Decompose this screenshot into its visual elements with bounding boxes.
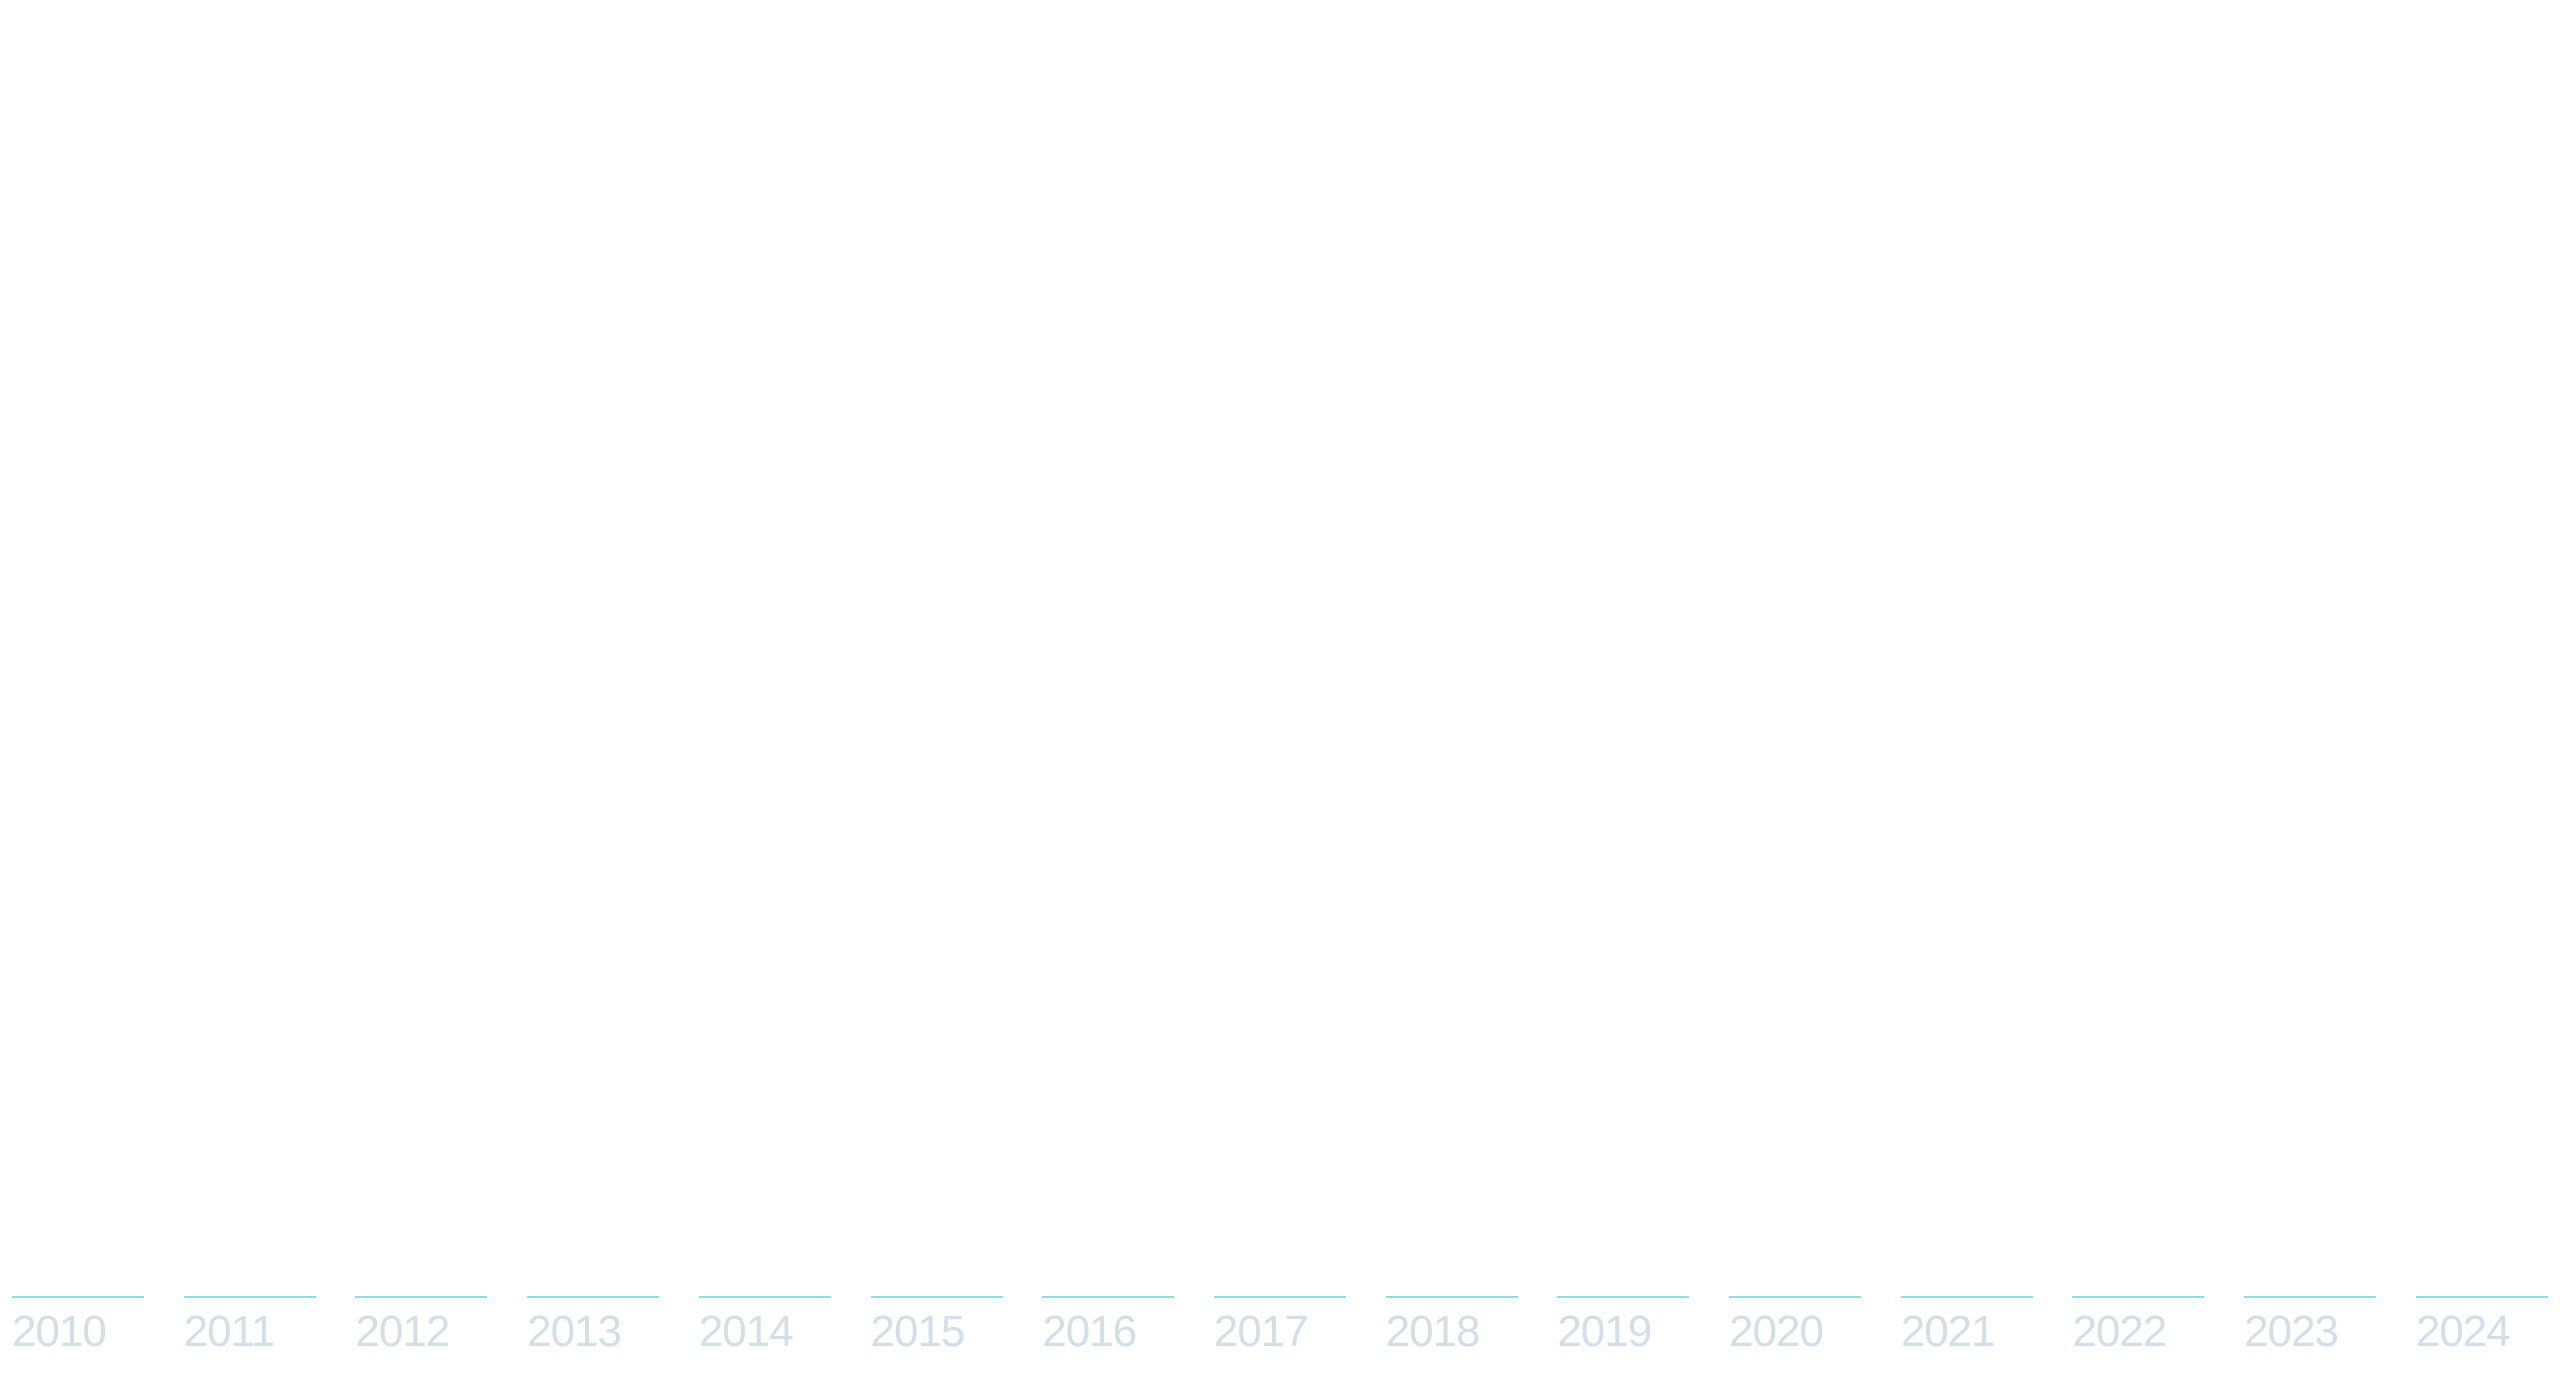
- year-item-2013[interactable]: 2013: [527, 1296, 660, 1356]
- year-label: 2024: [2415, 1307, 2511, 1356]
- year-line: [1900, 1296, 2033, 1298]
- year-label: 2017: [1213, 1307, 1309, 1356]
- year-label: 2022: [2072, 1307, 2167, 1356]
- year-item-2023[interactable]: 2023: [2244, 1296, 2377, 1356]
- year-line: [1557, 1296, 1690, 1298]
- year-label: 2014: [698, 1307, 794, 1356]
- year-item-2018[interactable]: 2018: [1385, 1296, 1518, 1356]
- year-item-2021[interactable]: 2021: [1900, 1296, 2033, 1356]
- year-line: [527, 1296, 660, 1298]
- year-item-2010[interactable]: 2010: [12, 1296, 144, 1356]
- year-item-2022[interactable]: 2022: [2072, 1296, 2205, 1356]
- year-item-2017[interactable]: 2017: [1213, 1296, 1346, 1356]
- year-line: [2244, 1296, 2377, 1298]
- year-line: [870, 1296, 1003, 1298]
- year-item-2011[interactable]: 2011: [183, 1296, 316, 1356]
- year-line: [2072, 1296, 2205, 1298]
- year-line: [2415, 1296, 2548, 1298]
- year-item-2012[interactable]: 2012: [355, 1296, 488, 1356]
- year-line: [1042, 1296, 1175, 1298]
- year-item-2024[interactable]: 2024: [2415, 1296, 2548, 1356]
- year-item-2016[interactable]: 2016: [1042, 1296, 1175, 1356]
- year-label: 2011: [183, 1307, 276, 1356]
- year-item-2019[interactable]: 2019: [1557, 1296, 1690, 1356]
- year-label: 2010: [12, 1307, 107, 1356]
- year-line: [183, 1296, 316, 1298]
- year-label: 2016: [1042, 1307, 1137, 1356]
- year-label: 2015: [870, 1307, 966, 1356]
- year-line: [1213, 1296, 1346, 1298]
- year-label: 2013: [527, 1307, 622, 1356]
- year-line: [12, 1296, 144, 1298]
- year-label: 2018: [1385, 1307, 1481, 1356]
- year-line: [1385, 1296, 1518, 1298]
- year-line: [355, 1296, 488, 1298]
- year-label: 2019: [1557, 1307, 1652, 1356]
- year-label: 2021: [1900, 1307, 1996, 1356]
- year-timeline: 2010 2011 2012 2013 2014 2015 2016 2017 …: [12, 1296, 2548, 1356]
- year-item-2014[interactable]: 2014: [698, 1296, 831, 1356]
- year-label: 2012: [355, 1307, 450, 1356]
- year-label: 2020: [1729, 1307, 1824, 1356]
- year-label: 2023: [2244, 1307, 2339, 1356]
- year-item-2015[interactable]: 2015: [870, 1296, 1003, 1356]
- year-item-2020[interactable]: 2020: [1729, 1296, 1862, 1356]
- year-line: [698, 1296, 831, 1298]
- year-line: [1729, 1296, 1862, 1298]
